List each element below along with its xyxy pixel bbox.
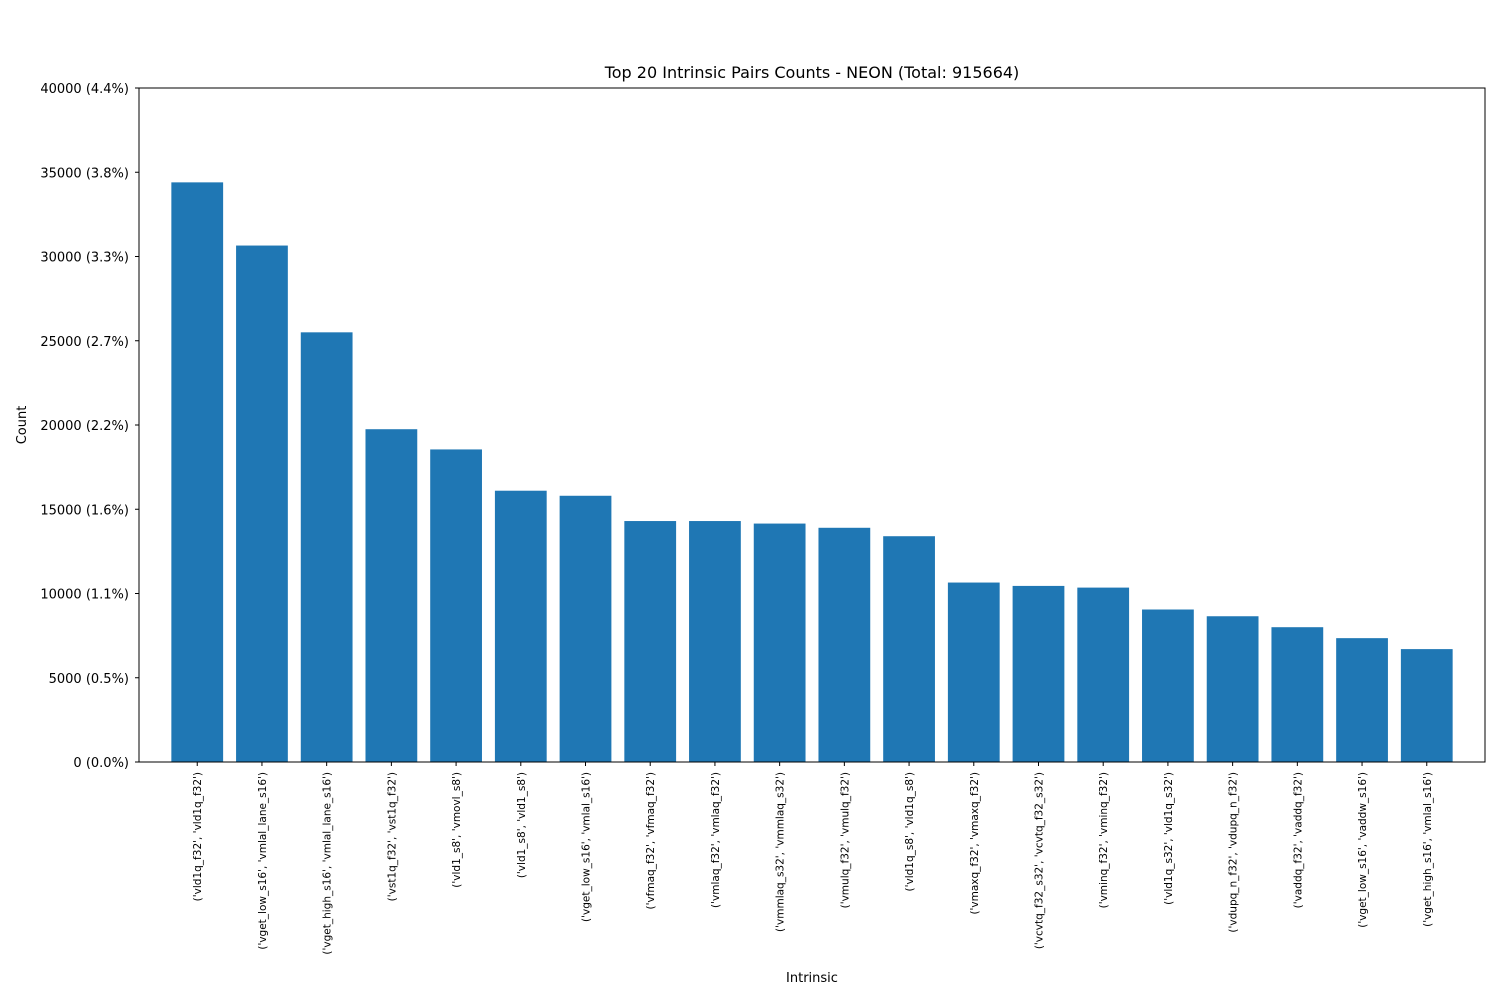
bar-18 — [1271, 627, 1324, 762]
y-tick-label: 30000 (3.3%) — [40, 251, 129, 266]
x-tick-label: ('vdupq_n_f32', 'vdupq_n_f32') — [1228, 772, 1240, 933]
x-tick-label: ('vmaxq_f32', 'vmaxq_f32') — [969, 772, 981, 915]
bar-19 — [1336, 638, 1388, 762]
chart-title: Top 20 Intrinsic Pairs Counts - NEON (To… — [604, 63, 1020, 82]
y-tick-label: 15000 (1.6%) — [40, 503, 129, 518]
y-tick-label: 25000 (2.7%) — [40, 335, 129, 350]
x-tick-label: ('vget_high_s16', 'vmlal_lane_s16') — [322, 772, 334, 955]
x-tick-label: ('vget_high_s16', 'vmlal_s16') — [1422, 772, 1434, 927]
x-tick-label: ('vld1q_s8', 'vld1q_s8') — [904, 772, 916, 892]
x-axis-label: Intrinsic — [786, 971, 838, 986]
x-tick-label: ('vget_low_s16', 'vmlal_lane_s16') — [257, 772, 269, 950]
y-tick-label: 5000 (0.5%) — [49, 672, 129, 687]
y-tick-label: 20000 (2.2%) — [40, 419, 129, 434]
y-tick-label: 10000 (1.1%) — [40, 588, 129, 603]
bar-5 — [430, 449, 482, 762]
x-tick-label: ('vcvtq_f32_s32', 'vcvtq_f32_s32') — [1033, 772, 1045, 949]
bar-6 — [494, 490, 547, 762]
x-tick-label: ('vld1_s8', 'vld1_s8') — [516, 772, 528, 878]
x-tick-label: ('vfmaq_f32', 'vfmaq_f32') — [645, 772, 657, 910]
bar-1 — [171, 182, 224, 763]
y-tick-label: 35000 (3.8%) — [40, 166, 129, 181]
bar-8 — [624, 521, 677, 762]
bar-14 — [1012, 585, 1065, 762]
bar-13 — [947, 582, 1000, 762]
y-tick-label: 40000 (4.4%) — [40, 82, 129, 97]
bars-group — [171, 182, 1453, 763]
y-tick-label: 0 (0.0%) — [73, 756, 129, 771]
x-tick-label: ('vget_low_s16', 'vmlal_s16') — [581, 772, 593, 922]
bar-4 — [365, 429, 418, 762]
bar-3 — [300, 332, 353, 762]
x-tick-label: ('vmlaq_f32', 'vmlaq_f32') — [710, 772, 722, 908]
bar-9 — [689, 521, 741, 762]
x-tick-label: ('vld1q_s32', 'vld1q_s32') — [1163, 772, 1175, 905]
x-tick-label: ('vld1_s8', 'vmovl_s8') — [451, 772, 463, 888]
bar-17 — [1206, 616, 1259, 762]
bar-2 — [236, 245, 288, 763]
plot-frame — [138, 87, 1486, 763]
x-tick-label: ('vst1q_f32', 'vst1q_f32') — [386, 772, 398, 901]
x-tick-label: ('vmulq_f32', 'vmulq_f32') — [839, 772, 851, 908]
bar-11 — [818, 527, 871, 762]
bar-7 — [559, 495, 612, 762]
bar-15 — [1077, 587, 1130, 762]
y-ticks-group: 0 (0.0%) 5000 (0.5%) 10000 (1.1%) 15000 (1.… — [40, 82, 139, 771]
x-tick-label: ('vmmlaq_s32', 'vmmlaq_s32') — [775, 772, 787, 932]
bar-16 — [1142, 609, 1194, 762]
x-tick-label: ('vminq_f32', 'vminq_f32') — [1098, 772, 1110, 908]
bar-12 — [883, 536, 935, 762]
x-ticks-group: ('vld1q_f32', 'vld1q_f32') ('vget_low_s16… — [192, 762, 1434, 955]
x-tick-label: ('vaddq_f32', 'vaddq_f32') — [1292, 772, 1304, 908]
x-tick-label: ('vld1q_f32', 'vld1q_f32') — [192, 772, 204, 901]
bar-20 — [1400, 649, 1453, 762]
x-tick-label: ('vget_low_s16', 'vaddw_s16') — [1357, 772, 1369, 928]
bar-10 — [753, 523, 806, 762]
y-axis-label: Count — [15, 406, 30, 445]
